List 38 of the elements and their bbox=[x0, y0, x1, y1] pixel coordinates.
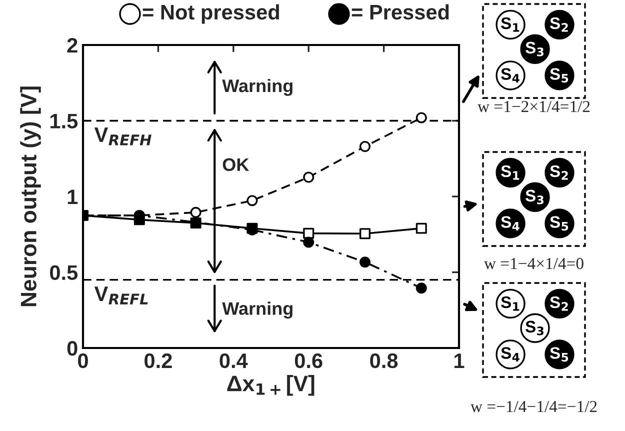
text: = Pressed bbox=[352, 4, 449, 20]
ref-line-label: V$_{REFH}$ bbox=[94, 128, 152, 146]
text: S$_{3}$ bbox=[526, 42, 544, 56]
y-tick-label: 1.5 bbox=[50, 114, 78, 129]
x-tick-label: 1 bbox=[454, 354, 464, 368]
annotation: Warning bbox=[222, 78, 292, 96]
text: S$_{4}$ bbox=[501, 347, 520, 362]
y-tick-label: 1 bbox=[68, 190, 78, 204]
x-tick-label: 0.8 bbox=[370, 353, 398, 368]
text: S$_{2}$ bbox=[550, 17, 568, 32]
y-tick-label: 2 bbox=[67, 38, 78, 53]
text: S$_{3}$ bbox=[526, 320, 544, 336]
text: S$_{2}$ bbox=[550, 165, 568, 180]
x-tick-label: 0.4 bbox=[220, 353, 248, 368]
y-tick-label: 0 bbox=[67, 341, 78, 356]
y-axis-title: Neuron output (y) [V] bbox=[20, 86, 41, 306]
text: S$_{4}$ bbox=[501, 216, 520, 230]
x-tick-label: 0.2 bbox=[144, 353, 172, 368]
text: S$_{5}$ bbox=[550, 347, 568, 362]
text: S$_{1}$ bbox=[501, 296, 520, 311]
text: S$_{5}$ bbox=[550, 68, 568, 83]
text: S$_{3}$ bbox=[526, 190, 544, 204]
text: S$_{1}$ bbox=[501, 165, 520, 180]
ref-line-label: V$_{REFL}$ bbox=[94, 286, 148, 304]
text: S$_{2}$ bbox=[550, 296, 568, 311]
text: w =1−4×1/4=0 bbox=[484, 258, 584, 270]
text: w =1−2×1/4=1/2 bbox=[477, 100, 590, 112]
annotation: OK bbox=[222, 158, 250, 172]
text: = Not pressed bbox=[142, 4, 279, 24]
text: w =−1/4−1/4=−1/2 bbox=[470, 400, 597, 412]
x-tick-label: 0 bbox=[78, 353, 88, 368]
x-tick-label: 0.6 bbox=[294, 353, 322, 368]
text: S$_{4}$ bbox=[501, 68, 520, 82]
text: S$_{1}$ bbox=[501, 17, 520, 32]
text: S$_{5}$ bbox=[550, 216, 568, 231]
x-axis-title: Δx$_{1+}$[V] bbox=[227, 375, 314, 396]
annotation: Warning bbox=[222, 302, 292, 319]
y-tick-label: 0.5 bbox=[50, 265, 78, 280]
